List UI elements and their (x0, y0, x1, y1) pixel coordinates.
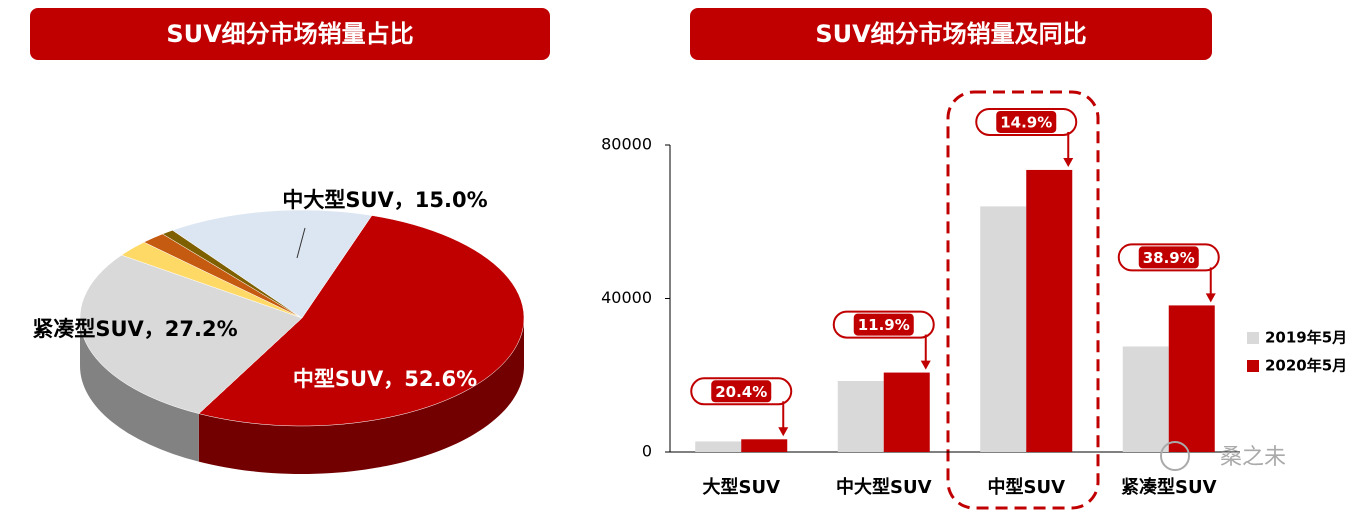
x-tick-label: 中大型SUV (836, 476, 932, 498)
legend-label: 2019年5月 (1265, 329, 1347, 347)
y-tick-label: 80000 (601, 135, 652, 154)
growth-label: 11.9% (858, 316, 910, 334)
arrow-head (778, 427, 789, 437)
pie-side (198, 318, 524, 474)
title-banner (690, 8, 1212, 60)
bar (695, 441, 742, 452)
pie-slice (172, 209, 373, 319)
x-tick-label: 紧凑型SUV (1121, 476, 1217, 498)
x-tick-label: 中型SUV (987, 476, 1065, 498)
legend-label: 2020年5月 (1265, 357, 1347, 375)
pie-slice (198, 215, 525, 427)
bar (883, 372, 930, 452)
y-tick-label: 40000 (601, 288, 652, 307)
bar (1122, 346, 1169, 452)
growth-label: 38.9% (1143, 249, 1195, 267)
y-tick-label: 0 (642, 442, 652, 461)
arrow-head (1063, 157, 1074, 167)
growth-label: 20.4% (715, 383, 767, 401)
pie-slice (79, 254, 303, 414)
bar (980, 206, 1027, 452)
title-banner (30, 8, 550, 60)
growth-badge (1138, 246, 1199, 269)
bar (1026, 169, 1073, 452)
legend-swatch (1247, 360, 1259, 372)
bar (837, 381, 884, 452)
chart-title: SUV细分市场销量占比 (166, 20, 413, 48)
growth-label: 14.9% (1000, 113, 1052, 131)
bar (741, 439, 788, 452)
highlight-box (946, 90, 1100, 510)
chart-title: SUV细分市场销量及同比 (815, 20, 1086, 48)
legend-swatch (1247, 332, 1259, 344)
x-tick-label: 大型SUV (702, 476, 780, 498)
watermark-icon (1160, 441, 1190, 471)
bar (1168, 305, 1215, 452)
data-label: 中型SUV，52.6% (293, 367, 477, 391)
pie-side (80, 318, 199, 462)
leader-line (296, 227, 306, 259)
growth-badge (711, 380, 772, 403)
data-label: 中大型SUV，15.0% (282, 188, 487, 212)
growth-badge (853, 313, 914, 336)
data-label: 紧凑型SUV，27.2% (32, 317, 237, 341)
growth-badge (996, 110, 1057, 133)
arrow-head (920, 360, 931, 370)
arrow-head (1205, 293, 1216, 303)
watermark: 桑之未 (1220, 445, 1286, 470)
